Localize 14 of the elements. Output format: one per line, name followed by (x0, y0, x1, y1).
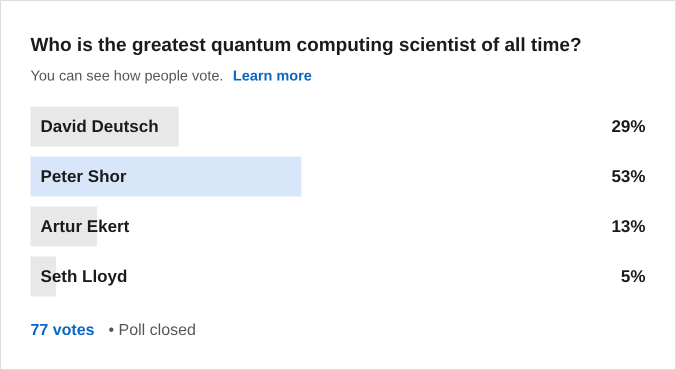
data-label: 5% (620, 267, 646, 286)
chart-title: Who is the greatest quantum computing scientist of all time? (30, 35, 582, 56)
chart-subtitle: You can see how people vote. (30, 68, 224, 84)
data-label: 13% (611, 217, 646, 236)
text: 77 votes (30, 322, 95, 339)
y-tick-label: Peter Shor (40, 167, 127, 186)
y-tick-label: Artur Ekert (40, 217, 130, 236)
data-label: 53% (611, 167, 646, 186)
text: Learn more (232, 68, 312, 84)
data-label: 29% (611, 117, 646, 136)
text: • Poll closed (108, 322, 196, 339)
y-tick-label: Seth Lloyd (40, 267, 128, 286)
bar (30, 156, 302, 196)
y-tick-label: David Deutsch (40, 117, 159, 136)
